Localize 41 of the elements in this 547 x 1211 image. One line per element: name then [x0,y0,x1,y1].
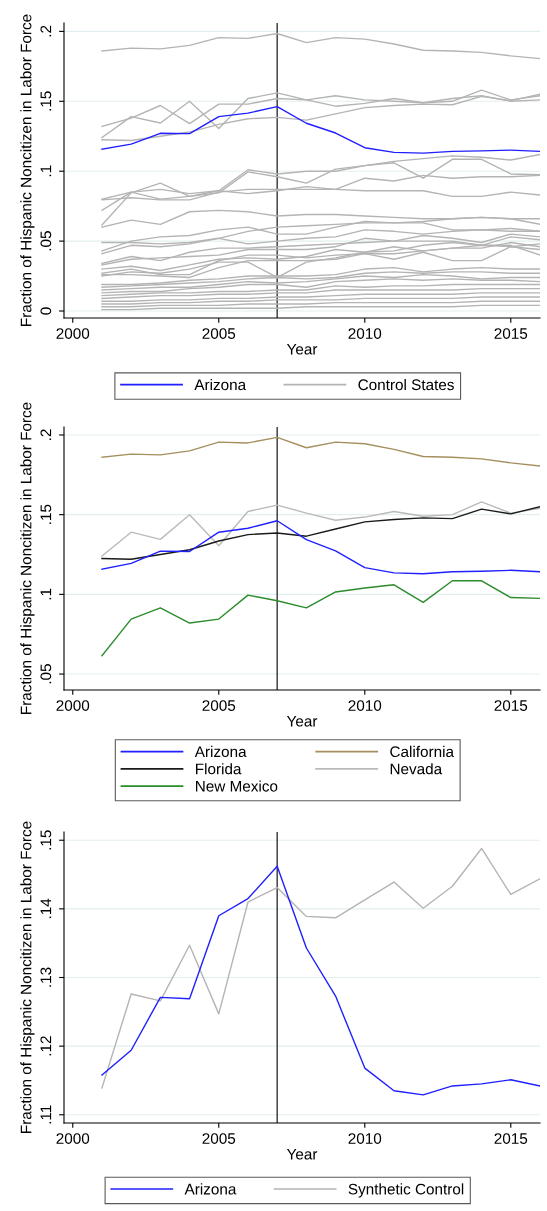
y-tick-label: .15 [40,91,52,111]
x-axis-title: Year [286,715,318,727]
x-tick-label: 2010 [348,700,382,711]
y-tick-label: .12 [40,1036,52,1056]
x-tick-label: 2010 [348,1133,382,1144]
x-axis-title: Year [286,343,318,355]
legend-label: Florida [196,763,242,775]
y-tick-label: .13 [40,967,52,987]
y-tick-label: .1 [40,165,52,177]
x-tick-label: 2000 [56,1133,90,1144]
y-axis-title: Fraction of Hispanic Noncitizen in Labor Force [20,821,35,1133]
y-tick-label: .2 [40,25,52,37]
y-tick-label: 0 [40,307,52,315]
x-tick-label: 2015 [494,1133,528,1144]
legend-label: Control States [358,378,454,391]
legend-label: Arizona [194,378,247,391]
x-tick-label: 2015 [494,328,528,339]
y-tick-label: .14 [40,898,52,919]
legend-label: Synthetic Control [348,1183,464,1198]
x-tick-label: 2015 [494,700,528,711]
y-axis-title: Fraction of Hispanic Noncitizen in Labor Force [20,402,35,714]
legend-label: California [390,745,455,758]
legend-label: Arizona [184,1183,237,1195]
y-tick-label: .11 [40,1105,52,1124]
x-tick-label: 2000 [56,328,90,339]
y-axis-title: Fraction of Hispanic Noncitizen in Labor Force [20,14,35,326]
legend-label: New Mexico [196,780,278,792]
x-tick-label: 2005 [202,328,236,339]
legend-label: Arizona [194,745,247,758]
y-tick-label: .1 [40,588,52,600]
x-axis-title: Year [286,1148,318,1160]
y-tick-label: .2 [40,429,52,440]
y-tick-label: .15 [40,504,52,524]
y-tick-label: .15 [40,830,52,850]
legend-label: Nevada [390,763,443,775]
x-tick-label: 2010 [348,328,382,339]
x-tick-label: 2005 [202,700,236,711]
y-tick-label: .05 [40,231,52,251]
x-tick-label: 2000 [56,700,90,711]
y-tick-label: .05 [40,664,52,684]
x-tick-label: 2005 [202,1133,236,1144]
